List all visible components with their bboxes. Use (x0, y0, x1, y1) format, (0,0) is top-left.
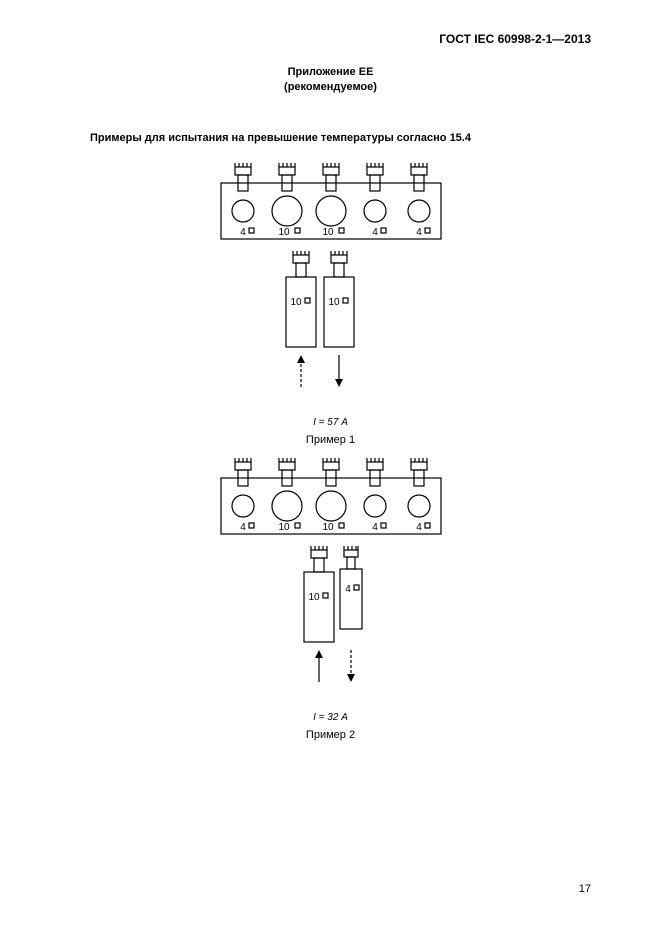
svg-text:4: 4 (372, 227, 378, 238)
section-title: Примеры для испытания на превышение темп… (90, 132, 591, 144)
svg-text:10: 10 (278, 227, 290, 238)
svg-text:10: 10 (290, 297, 302, 308)
appendix-line2: (рекомендуемое) (0, 80, 661, 95)
caption-1: Пример 1 (0, 434, 661, 446)
page-number: 17 (579, 883, 591, 895)
svg-text:4: 4 (240, 522, 246, 533)
current-label-1: I = 57 А (0, 417, 661, 428)
svg-text:10: 10 (322, 227, 334, 238)
svg-text:4: 4 (372, 522, 378, 533)
current-label-2: I = 32 А (0, 712, 661, 723)
svg-text:10: 10 (308, 592, 320, 603)
svg-text:10: 10 (328, 297, 340, 308)
caption-2: Пример 2 (0, 729, 661, 741)
svg-text:4: 4 (345, 584, 351, 595)
figure-example-1: 4 10 (0, 155, 661, 446)
diagram-1-svg: 4 10 (201, 155, 461, 415)
diagram-2-svg: 4 10 (201, 450, 461, 710)
appendix-title: Приложение ЕЕ (рекомендуемое) (0, 65, 661, 96)
standard-header: ГОСТ IEC 60998-2-1—2013 (439, 32, 591, 46)
svg-text:4: 4 (416, 227, 422, 238)
svg-text:10: 10 (322, 522, 334, 533)
figure-example-2: 4 10 (0, 450, 661, 741)
appendix-line1: Приложение ЕЕ (0, 65, 661, 80)
svg-text:10: 10 (278, 522, 290, 533)
svg-text:4: 4 (240, 227, 246, 238)
svg-text:4: 4 (416, 522, 422, 533)
